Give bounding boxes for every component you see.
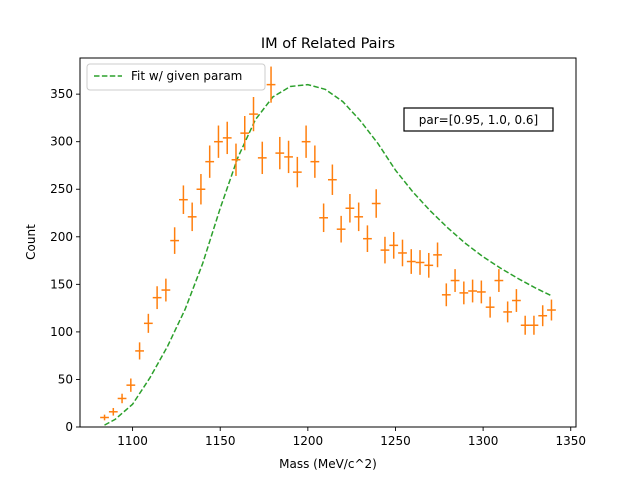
data-point (441, 283, 451, 307)
data-point (406, 249, 416, 274)
y-tick-label: 150 (50, 277, 73, 291)
legend-box (86, 63, 266, 91)
legend: Fit w/ given param (86, 63, 266, 91)
data-point (485, 296, 495, 318)
data-point (161, 278, 171, 302)
data-point (170, 227, 180, 254)
data-point (415, 250, 425, 275)
data-point (205, 145, 215, 178)
x-axis-label: Mass (MeV/c^2) (279, 457, 377, 471)
data-point (187, 202, 197, 232)
x-tick-label: 1300 (468, 434, 499, 448)
x-tick-label: 1100 (117, 434, 148, 448)
plot-area (100, 66, 556, 426)
legend-fit-label: Fit w/ given param (131, 69, 242, 83)
data-point (529, 315, 539, 335)
data-point (503, 301, 513, 323)
data-point (249, 96, 258, 132)
chart-title: IM of Related Pairs (261, 36, 395, 52)
y-tick-label: 350 (50, 87, 73, 101)
data-point (512, 289, 521, 312)
data-point (222, 121, 232, 155)
data-point (371, 189, 381, 218)
y-tick-label: 0 (65, 420, 73, 434)
data-point (135, 342, 144, 360)
fit-curve (104, 83, 552, 426)
data-point (275, 136, 285, 170)
data-point (143, 313, 153, 333)
data-point (363, 225, 372, 253)
data-point (117, 393, 127, 404)
data-point (152, 286, 162, 310)
data-point (494, 269, 504, 292)
x-tick-label: 1150 (205, 434, 236, 448)
x-axis: 1100 1150 1200 1250 1300 1350 (117, 427, 586, 448)
annotation-box (403, 107, 554, 132)
annotation-text: par=[0.95, 1.0, 0.6] (419, 113, 538, 127)
data-point (389, 232, 399, 259)
y-tick-label: 300 (50, 135, 73, 149)
data-point (126, 378, 136, 392)
data-point (257, 141, 267, 175)
data-point (380, 236, 390, 264)
data-point (319, 203, 328, 233)
data-point (520, 315, 530, 335)
y-tick-label: 50 (58, 372, 73, 386)
data-point (100, 414, 109, 421)
data-point (266, 66, 276, 103)
data-point (476, 280, 486, 304)
y-tick-label: 250 (50, 182, 73, 196)
x-tick-label: 1250 (380, 434, 411, 448)
data-point (345, 193, 355, 223)
data-point (398, 239, 407, 267)
data-point (301, 125, 311, 158)
x-tick-label: 1350 (555, 434, 586, 448)
parameter-annotation: par=[0.95, 1.0, 0.6] (403, 107, 554, 132)
data-point (284, 140, 293, 174)
y-tick-label: 100 (50, 325, 73, 339)
data-point (292, 156, 302, 188)
y-axis-label: Count (24, 224, 38, 260)
data-point (547, 299, 556, 321)
data-point (196, 174, 206, 205)
data-point (450, 269, 460, 292)
data-point (424, 252, 434, 278)
x-tick-label: 1200 (293, 434, 324, 448)
data-point (459, 281, 469, 305)
data-point (179, 185, 188, 214)
data-point (310, 145, 320, 178)
data-point (108, 407, 118, 416)
data-point (240, 116, 250, 151)
y-axis: 0 50 100 150 200 250 300 350 (50, 87, 80, 434)
data-point (433, 242, 442, 268)
data-point (231, 143, 241, 176)
data-point (354, 202, 364, 232)
y-tick-label: 200 (50, 230, 73, 244)
data-point (538, 305, 548, 327)
data-point (328, 164, 337, 195)
data-point (214, 125, 223, 158)
data-point (336, 215, 346, 243)
axes-frame (79, 57, 577, 428)
data-point (468, 279, 477, 303)
